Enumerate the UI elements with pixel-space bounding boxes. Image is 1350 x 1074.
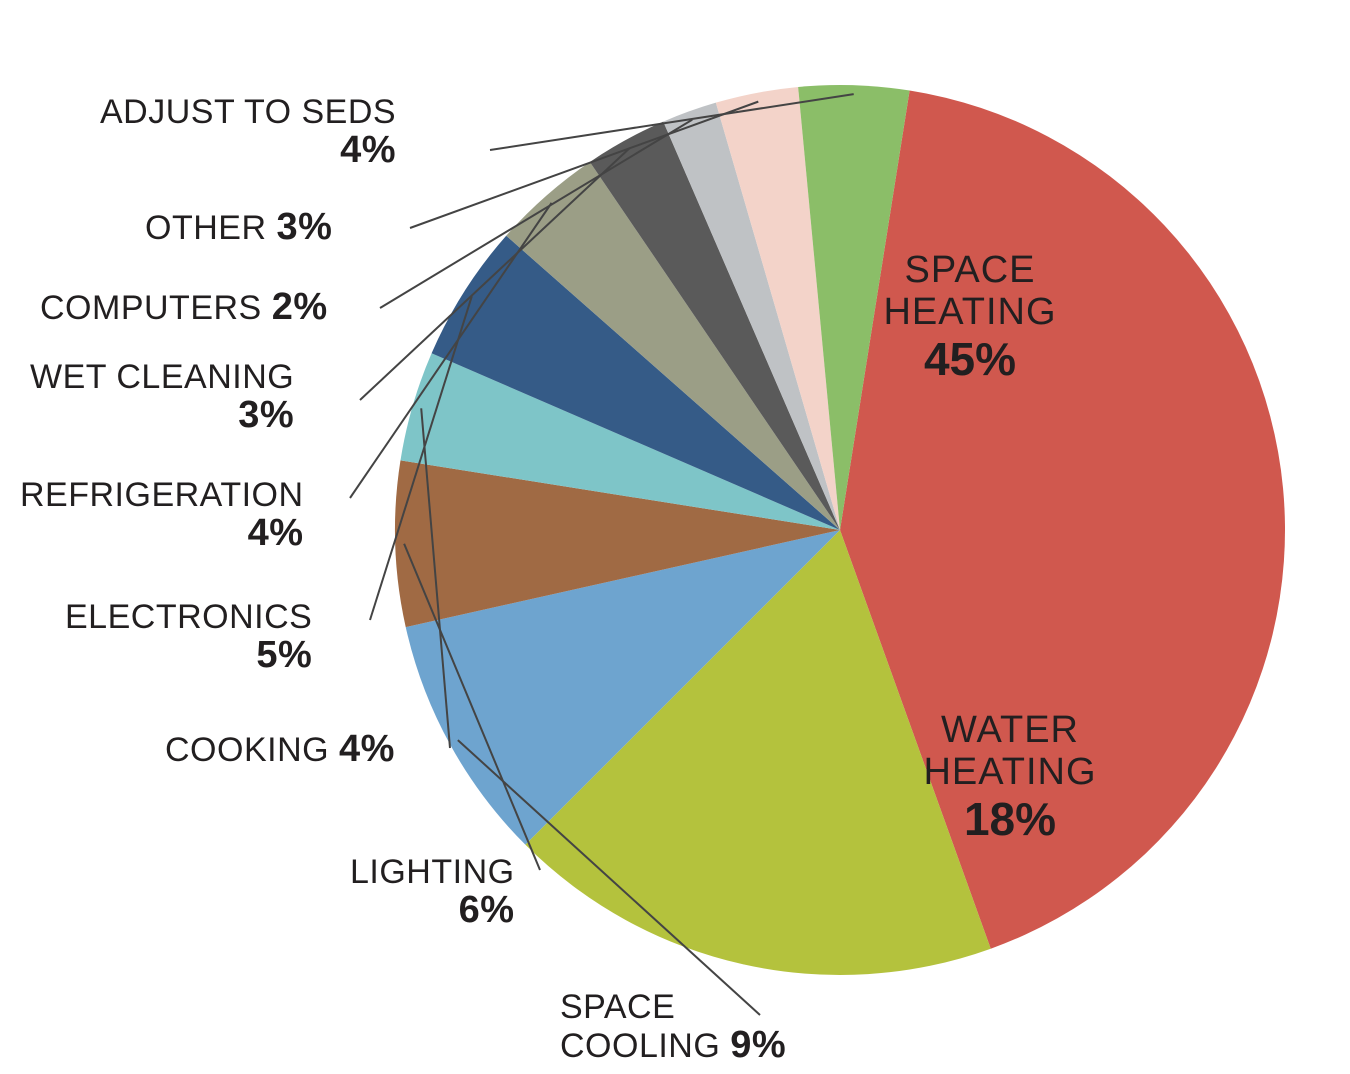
pie-slice-label-external: ADJUST TO SEDS 4%	[100, 95, 396, 171]
slice-name: SPACE COOLING	[560, 988, 730, 1065]
slice-name: COOKING	[165, 731, 339, 769]
slice-pct: 18%	[830, 794, 1190, 845]
slice-pct: 45%	[790, 334, 1150, 385]
pie-slice-label-external: SPACE COOLING 9%	[560, 990, 786, 1066]
pie-slice-label-external: ELECTRONICS 5%	[65, 600, 312, 676]
pie-slice-label-inside: WATERHEATING18%	[830, 710, 1190, 844]
slice-name: REFRIGERATION	[20, 476, 304, 514]
pie-chart-container: SPACEHEATING45% WATERHEATING18% SPACE COOL…	[0, 0, 1350, 1074]
slice-name: LIGHTING	[350, 853, 515, 891]
pie-slice-label-external: REFRIGERATION 4%	[20, 478, 304, 554]
slice-name: COMPUTERS	[40, 289, 272, 327]
pie-slice-label-external: COOKING 4%	[165, 730, 395, 770]
slice-name: ELECTRONICS	[65, 598, 312, 636]
slice-name: OTHER	[145, 209, 276, 247]
pie-slice-label-external: WET CLEANING 3%	[30, 360, 294, 436]
slice-name: ADJUST TO SEDS	[100, 93, 396, 131]
slice-pct: 4%	[340, 129, 396, 171]
slice-pct: 4%	[248, 512, 304, 554]
slice-pct: 9%	[730, 1024, 786, 1066]
slice-pct: 3%	[276, 206, 332, 248]
slice-pct: 3%	[238, 394, 294, 436]
pie-slice-label-inside: SPACEHEATING45%	[790, 250, 1150, 384]
slice-pct: 2%	[272, 286, 328, 328]
slice-pct: 5%	[256, 634, 312, 676]
slice-name: WATERHEATING	[830, 710, 1190, 794]
pie-slice-label-external: COMPUTERS 2%	[40, 288, 328, 328]
slice-pct: 4%	[339, 728, 395, 770]
pie-slice-label-external: OTHER 3%	[145, 208, 332, 248]
slice-name: WET CLEANING	[30, 358, 294, 396]
pie-slice-label-external: LIGHTING 6%	[350, 855, 515, 931]
slice-pct: 6%	[459, 889, 515, 931]
slice-name: SPACEHEATING	[790, 250, 1150, 334]
